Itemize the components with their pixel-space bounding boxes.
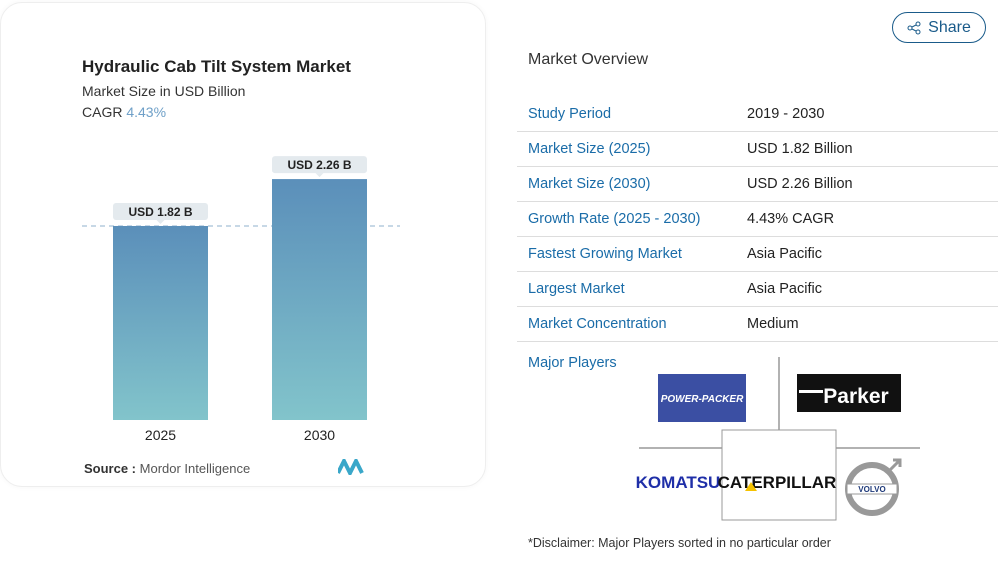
overview-row: Largest Market Asia Pacific (517, 271, 998, 307)
overview-value: 4.43% CAGR (736, 201, 998, 237)
data-label-bg (113, 202, 208, 220)
overview-row: Growth Rate (2025 - 2030) 4.43% CAGR (517, 201, 998, 237)
bar-2025 (113, 225, 208, 420)
komatsu-logo-icon: KOMATSU (636, 473, 721, 492)
overview-table: Study Period 2019 - 2030 Market Size (2025… (517, 97, 998, 342)
source: Source : Mordor Intelligence (84, 461, 250, 476)
overview-key: Market Concentration (517, 306, 736, 342)
svg-text:Parker: Parker (823, 385, 888, 408)
source-label: Source : (84, 461, 137, 476)
data-label: USD 2.26 B (287, 158, 351, 172)
overview-value: Medium (736, 306, 998, 342)
chart-card (0, 2, 486, 487)
chart-subtitle: Market Size in USD Billion (82, 83, 246, 99)
cagr-value: 4.43% (126, 104, 167, 120)
overview-value: Asia Pacific (736, 236, 998, 272)
overview-key: Market Size (2030) (517, 166, 736, 202)
overview-key: Growth Rate (2025 - 2030) (517, 201, 736, 237)
overview-row: Market Size (2025) USD 1.82 Billion (517, 131, 998, 167)
major-players-label: Major Players (528, 355, 617, 371)
cagr: CAGR 4.43% (82, 104, 166, 120)
data-label-pointer (315, 173, 324, 178)
overview-value: USD 1.82 Billion (736, 131, 998, 167)
svg-text:VOLVO: VOLVO (858, 485, 885, 494)
overview-title: Market Overview (528, 51, 649, 68)
share-button[interactable]: Share (892, 12, 986, 43)
share-icon (907, 21, 921, 34)
overview-key: Market Size (2025) (517, 131, 736, 167)
powerpacker-logo-icon: POWER-PACKER (658, 374, 746, 422)
overview-row: Market Concentration Medium (517, 306, 998, 342)
bar-2030 (272, 179, 367, 420)
overview-key: Fastest Growing Market (517, 236, 736, 272)
bar-chart: USD 1.82 B 2025 USD 2.26 B 2030 (82, 156, 400, 443)
data-label-bg (272, 156, 367, 174)
svg-text:POWER-PACKER: POWER-PACKER (661, 394, 744, 405)
overview-key: Largest Market (517, 271, 736, 307)
parker-logo-icon: Parker (797, 374, 901, 412)
caterpillar-logo-icon: CATERPILLAR (718, 473, 837, 492)
source-name: Mordor Intelligence (139, 461, 251, 476)
x-tick-label: 2030 (304, 427, 335, 443)
chart-title: Hydraulic Cab Tilt System Market (82, 57, 351, 76)
cagr-label: CAGR (82, 104, 123, 120)
data-label: USD 1.82 B (128, 205, 192, 219)
overview-key: Study Period (517, 97, 736, 132)
share-label: Share (928, 18, 971, 36)
x-tick-label: 2025 (145, 427, 176, 443)
mordor-logo-icon (338, 459, 364, 475)
overview-value: USD 2.26 Billion (736, 166, 998, 202)
data-label-pointer (156, 219, 165, 224)
overview-row: Market Size (2030) USD 2.26 Billion (517, 166, 998, 202)
volvo-logo-icon: VOLVO (845, 458, 902, 516)
disclaimer: *Disclaimer: Major Players sorted in no … (528, 536, 831, 550)
overview-row: Study Period 2019 - 2030 (517, 97, 998, 132)
overview-value: 2019 - 2030 (736, 97, 998, 132)
overview-value: Asia Pacific (736, 271, 998, 307)
svg-text:CATERPILLAR: CATERPILLAR (718, 473, 837, 492)
overview-row: Fastest Growing Market Asia Pacific (517, 236, 998, 272)
